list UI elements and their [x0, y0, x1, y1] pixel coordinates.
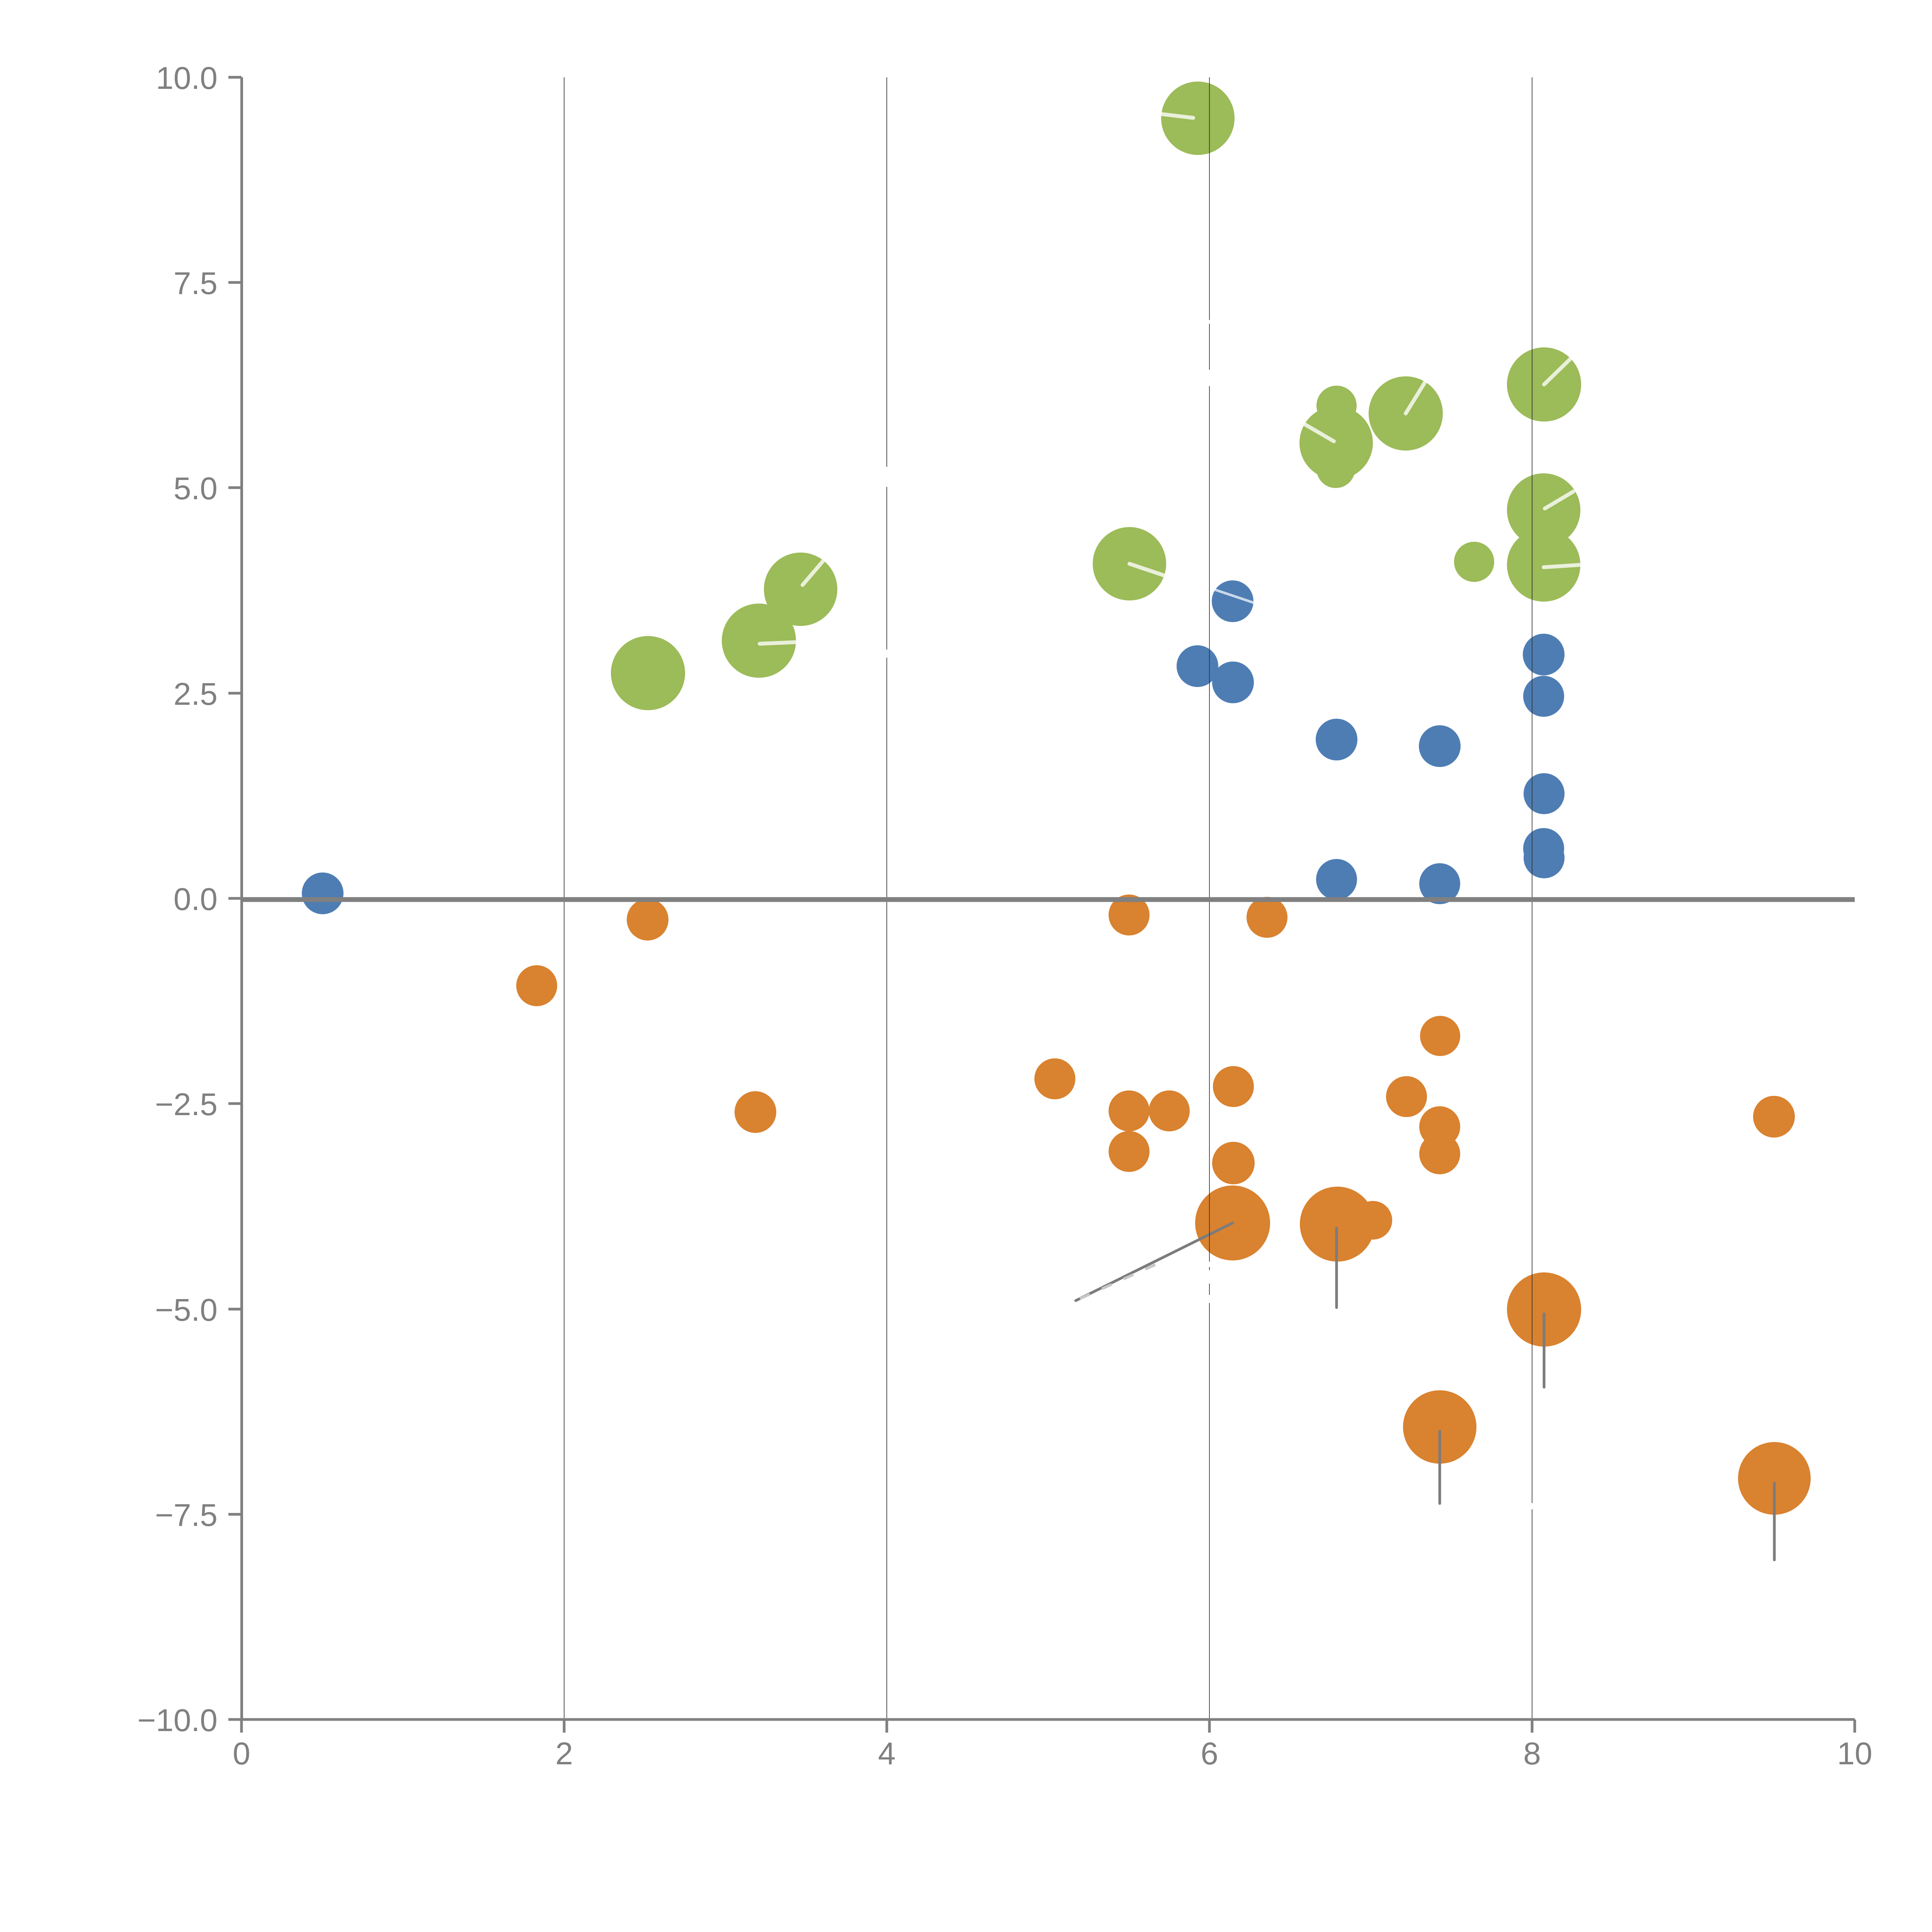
- svg-text:6: 6: [1201, 1736, 1218, 1771]
- svg-text:8: 8: [1523, 1736, 1541, 1771]
- svg-text:−2.5: −2.5: [155, 1087, 218, 1122]
- svg-text:−5.0: −5.0: [155, 1293, 218, 1328]
- svg-text:2.5: 2.5: [173, 677, 218, 712]
- svg-text:10.0: 10.0: [156, 61, 218, 96]
- svg-text:2: 2: [555, 1736, 573, 1771]
- svg-text:5.0: 5.0: [173, 471, 218, 506]
- svg-text:0.0: 0.0: [173, 882, 218, 917]
- svg-text:4: 4: [878, 1736, 896, 1771]
- svg-text:10: 10: [1837, 1736, 1872, 1771]
- svg-text:7.5: 7.5: [173, 266, 218, 301]
- svg-text:−7.5: −7.5: [155, 1498, 218, 1533]
- svg-text:−10.0: −10.0: [138, 1703, 218, 1738]
- svg-text:0: 0: [233, 1736, 250, 1771]
